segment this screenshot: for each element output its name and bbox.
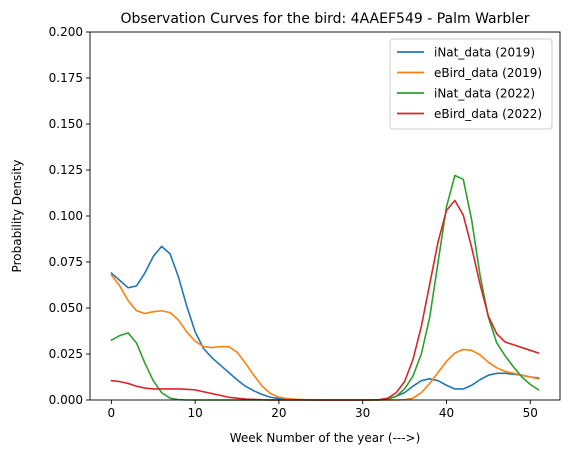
legend-box bbox=[389, 38, 553, 130]
legend: iNat_data (2019) eBird_data (2019) iNat_da… bbox=[389, 38, 553, 130]
x-tick-label: 10 bbox=[188, 406, 203, 420]
y-tick-label: 0.125 bbox=[49, 163, 83, 177]
legend-label-3: eBird_data (2022) bbox=[434, 107, 542, 121]
y-tick-label: 0.200 bbox=[49, 25, 83, 39]
y-tick-label: 0.050 bbox=[49, 301, 83, 315]
y-tick-label: 0.075 bbox=[49, 255, 83, 269]
x-axis: 0 10 20 30 40 50 bbox=[108, 400, 538, 420]
x-tick-label: 40 bbox=[439, 406, 454, 420]
y-tick-label: 0.025 bbox=[49, 347, 83, 361]
chart-title: Observation Curves for the bird: 4AAEF54… bbox=[120, 11, 529, 27]
y-tick-label: 0.175 bbox=[49, 71, 83, 85]
legend-label-0: iNat_data (2019) bbox=[434, 46, 535, 60]
y-tick-label: 0.150 bbox=[49, 117, 83, 131]
y-axis: 0.000 0.025 0.050 0.075 0.100 0.125 0.150 0.175… bbox=[49, 25, 90, 407]
x-tick-label: 50 bbox=[523, 406, 538, 420]
y-tick-label: 0.000 bbox=[49, 393, 83, 407]
legend-label-1: eBird_data (2019) bbox=[434, 66, 542, 80]
x-axis-label: Week Number of the year (--->) bbox=[230, 431, 421, 445]
y-tick-label: 0.100 bbox=[49, 209, 83, 223]
x-tick-label: 20 bbox=[271, 406, 286, 420]
x-tick-label: 30 bbox=[355, 406, 370, 420]
x-tick-label: 0 bbox=[108, 406, 116, 420]
y-axis-label: Probability Density bbox=[10, 160, 24, 273]
plot-area bbox=[89, 31, 561, 401]
legend-label-2: iNat_data (2022) bbox=[434, 87, 535, 101]
